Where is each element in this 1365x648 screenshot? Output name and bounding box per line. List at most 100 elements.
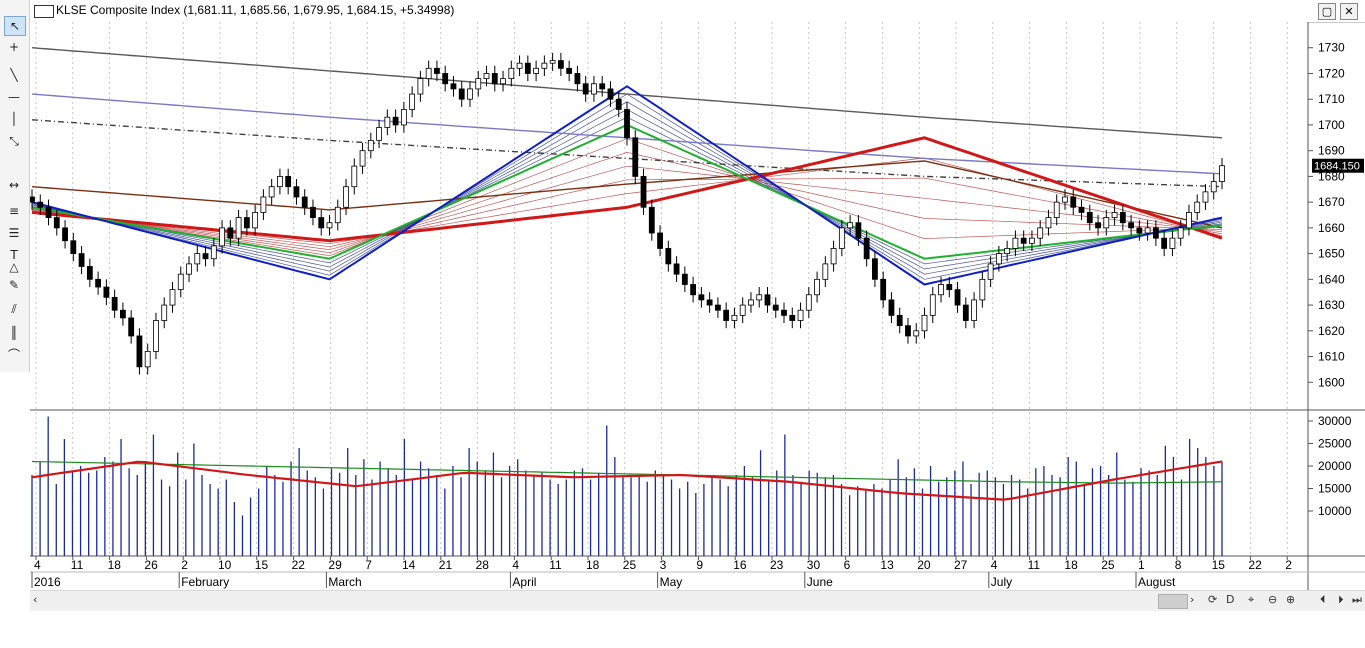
candle-body (367, 139, 374, 152)
date-tick-label: 14 (402, 558, 416, 572)
candle-body (409, 93, 416, 110)
scroll-thumb[interactable] (1158, 594, 1188, 609)
candle-body (1103, 217, 1110, 229)
price-tick-label: 1700 (1318, 118, 1345, 132)
candle-body (929, 294, 936, 316)
candle-body (235, 217, 242, 239)
candle-body (648, 206, 655, 234)
candle-body (30, 196, 35, 203)
candle-body (219, 227, 225, 247)
candle-body (161, 304, 168, 321)
arc-icon[interactable]: ⌒ (7, 348, 20, 362)
month-label: July (991, 575, 1012, 589)
price-tick-label: 1650 (1318, 247, 1345, 261)
candle-body (921, 314, 928, 332)
triangle-icon[interactable]: △ (9, 260, 19, 274)
scroll-icon[interactable]: ↔ (8, 178, 20, 192)
candle-body (467, 88, 473, 100)
volume-moving-average (31, 460, 1223, 484)
candle-body (334, 206, 341, 224)
crosshair-toggle-icon[interactable]: ⌖ (1248, 593, 1255, 606)
candle-body (524, 62, 531, 74)
channel-icon[interactable]: ⫽ (11, 302, 17, 316)
candle-body (260, 196, 267, 213)
pen-icon[interactable]: ✎ (8, 278, 20, 292)
candle-body (1095, 222, 1101, 229)
volume-tick-label: 20000 (1318, 459, 1352, 473)
candle-body (1202, 191, 1209, 203)
candle-body (128, 317, 135, 337)
date-tick-label: 3 (660, 558, 667, 572)
scroll-left-icon[interactable]: ‹ (33, 593, 38, 606)
candle-body (574, 73, 581, 85)
candle-body (781, 309, 787, 316)
chart-canvas[interactable]: 4 11 18 26 2 10 15 22 29 7 14 21 28 4 11 18 25 3 9 16 23 30 6 1… (30, 0, 1365, 590)
date-tick-label: 25 (1101, 558, 1115, 572)
moving-average-line (31, 47, 1223, 139)
date-tick-label: 11 (71, 558, 84, 572)
period-d-icon[interactable]: D (1226, 593, 1235, 606)
candle-body (1177, 227, 1184, 239)
next-bar-icon[interactable]: ⏵ (1338, 593, 1344, 606)
candle-body (425, 67, 432, 80)
candle-body (400, 109, 407, 126)
candle-body (516, 62, 523, 69)
last-price-label: 1684.150 (1314, 161, 1360, 173)
restore-button[interactable]: ▢ (1318, 3, 1336, 20)
zoom-out-icon[interactable]: ⊖ (1268, 593, 1278, 606)
fib-fan-icon[interactable]: ☰ (8, 226, 20, 240)
price-tick-label: 1710 (1318, 92, 1345, 106)
hline-icon[interactable]: — (8, 90, 20, 104)
horizontal-scrollbar[interactable]: ‹ › ⟳ D ⌖ ⊖ ⊕ ⏴ ⏵ ⏭ (30, 590, 1365, 611)
candle-body (1136, 227, 1143, 234)
candle-body (1070, 196, 1077, 208)
zoom-in-icon[interactable]: ⊕ (1286, 593, 1296, 606)
date-tick-label: 7 (365, 558, 372, 572)
candle-body (62, 227, 68, 242)
candle-body (1219, 165, 1225, 182)
scroll-end-icon[interactable]: ⏭ (1352, 593, 1362, 606)
date-tick-label: 11 (549, 558, 562, 572)
fib-retrace-icon[interactable]: ≡ (8, 204, 20, 218)
candle-body (756, 294, 763, 301)
candle-body (657, 232, 663, 249)
ray-icon[interactable]: ⤡ (9, 134, 19, 148)
candle-body (805, 294, 812, 311)
pointer-icon[interactable]: ↖ (4, 16, 26, 36)
candle-body (500, 78, 506, 85)
candle-body (1037, 227, 1044, 239)
month-label: 2016 (34, 575, 61, 589)
month-label: March (328, 575, 361, 589)
candle-body (293, 186, 300, 198)
window-title: KLSE Composite Index (1,681.11, 1,685.56… (56, 3, 455, 17)
scroll-right-icon[interactable]: › (1190, 593, 1195, 606)
month-label: August (1138, 575, 1176, 589)
vline-icon[interactable]: │ (10, 112, 18, 126)
text-icon[interactable]: T (10, 248, 18, 262)
refresh-icon[interactable]: ⟳ (1208, 593, 1218, 606)
trendline-icon[interactable]: ╲ (10, 68, 18, 82)
candle-body (789, 314, 796, 321)
price-tick-label: 1680 (1318, 169, 1345, 183)
candle-body (946, 284, 953, 291)
prev-bar-icon[interactable]: ⏴ (1320, 593, 1326, 606)
candle-body (326, 222, 333, 229)
date-tick-label: 9 (696, 558, 703, 572)
candle-body (640, 175, 647, 208)
candle-body (210, 245, 217, 260)
candle-body (541, 62, 548, 69)
candle-body (78, 253, 85, 267)
date-tick-label: 30 (807, 558, 821, 572)
candle-body (243, 217, 250, 229)
date-tick-label: 2 (1285, 558, 1292, 572)
candle-body (880, 278, 887, 301)
volume-tick-label: 30000 (1318, 414, 1352, 428)
candle-body (615, 98, 622, 110)
crosshair-icon[interactable]: + (8, 40, 20, 54)
close-button[interactable]: ✕ (1340, 3, 1358, 20)
date-tick-label: 15 (1212, 558, 1226, 572)
candle-body (706, 299, 713, 306)
cycle-icon[interactable]: ║ (10, 326, 18, 340)
date-tick-label: 6 (844, 558, 851, 572)
chart-window-icon (34, 5, 54, 18)
